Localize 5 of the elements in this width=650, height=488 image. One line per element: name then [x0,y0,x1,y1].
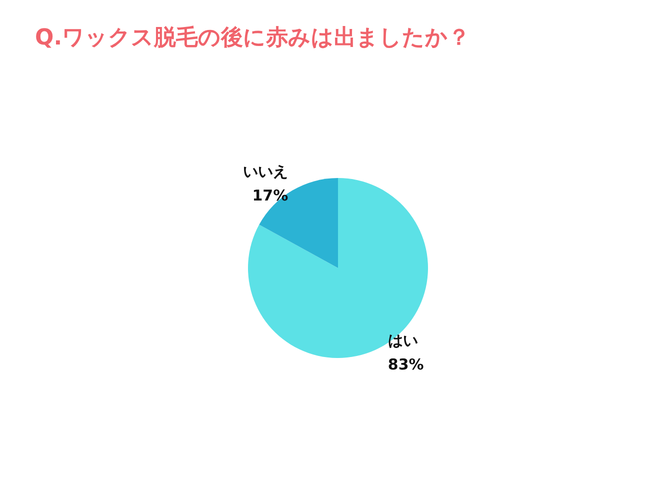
slice-label: いいえ [243,162,288,181]
data-label: 17% [252,186,288,205]
slice-label: はい [388,331,418,350]
data-label: 83% [388,355,424,374]
chart-title: Q.ワックス脱毛の後に赤みは出ましたか？ [35,26,470,50]
